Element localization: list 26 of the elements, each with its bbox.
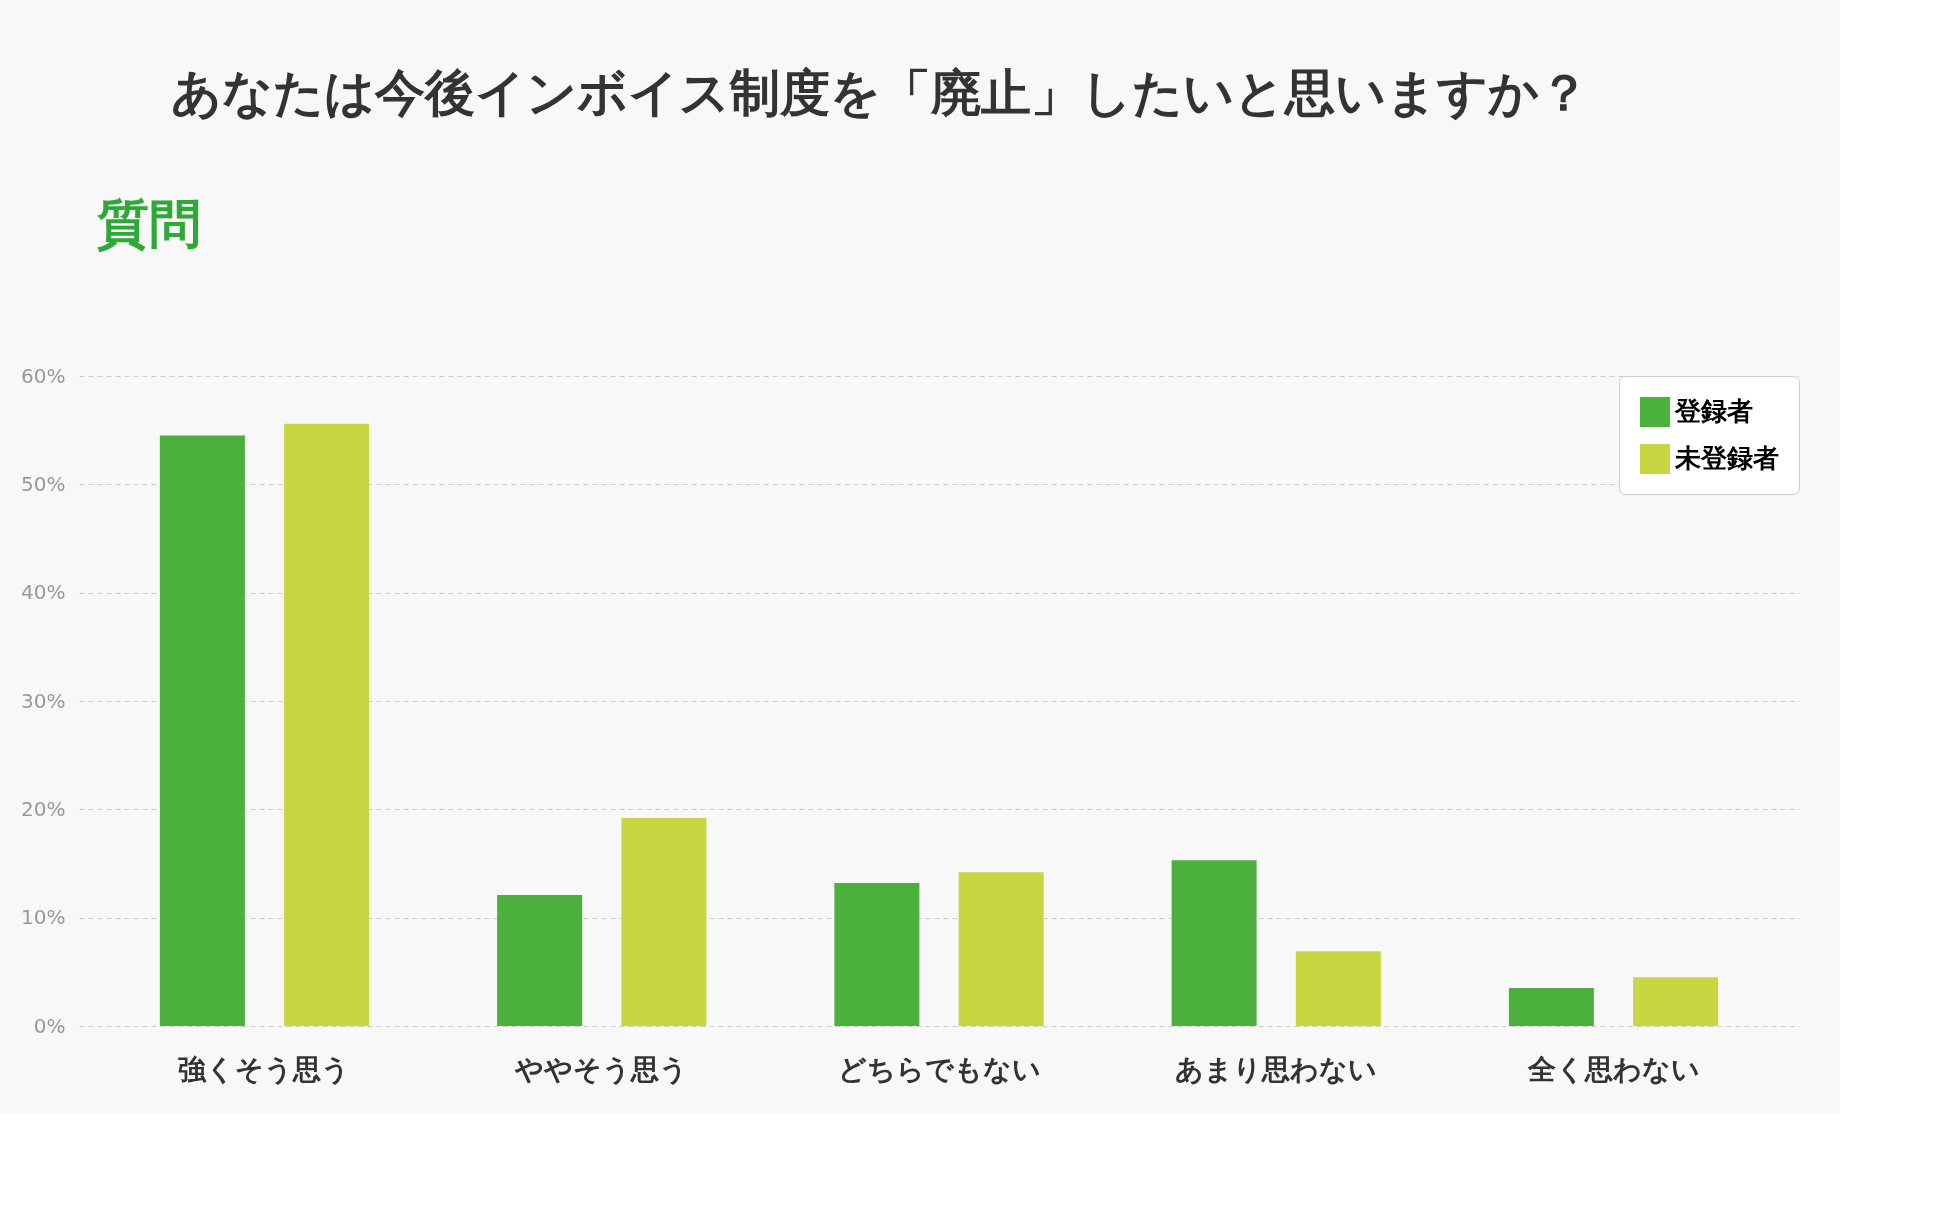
chart-title: あなたは今後インボイス制度を「廃止」したいと思いますか？ [170, 64, 1589, 122]
y-tick-label: 50% [21, 471, 66, 496]
bar [834, 883, 920, 1026]
text: 質問 [96, 194, 201, 254]
y-tick-label: 40% [21, 580, 66, 605]
bar [1295, 951, 1381, 1026]
bar [284, 423, 370, 1026]
x-tick-label: ややそう思う [514, 1052, 689, 1086]
y-tick-label: 30% [21, 688, 66, 713]
x-tick-label: どちらでもない [837, 1052, 1041, 1086]
bar [621, 818, 707, 1026]
x-tick-label: 強くそう思う [178, 1052, 351, 1086]
bar [497, 894, 583, 1026]
y-tick-label: 10% [21, 905, 66, 930]
bar [958, 872, 1044, 1026]
legend-label: 未登録者 [1674, 443, 1779, 473]
bar [1633, 977, 1719, 1026]
bar [1508, 988, 1594, 1026]
y-tick-label: 0% [33, 1013, 66, 1038]
y-tick-label: 20% [21, 796, 66, 821]
x-tick-label: 全く思わない [1526, 1052, 1700, 1086]
bar [159, 435, 245, 1026]
legend-label: 登録者 [1674, 396, 1753, 426]
y-tick-label: 60% [21, 363, 66, 388]
x-tick-label: あまり思わない [1175, 1052, 1378, 1086]
bar [1171, 860, 1257, 1026]
